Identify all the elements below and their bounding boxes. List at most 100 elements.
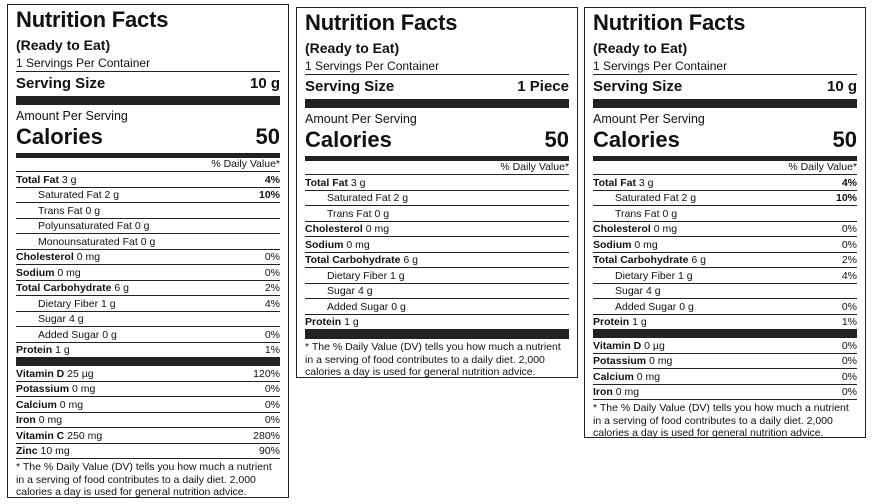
nutrient-name: Dietary Fiber: [38, 297, 99, 310]
nutrient-percent: 0%: [264, 398, 280, 411]
nutrient-name: Trans Fat: [38, 204, 83, 217]
nutrition-label-2: Nutrition Facts (Ready to Eat) 1 Serving…: [296, 7, 578, 378]
nutrient-amount: 250 mg: [67, 429, 103, 442]
nutrient-name: Sugar: [38, 313, 67, 325]
nutrient-amount: 3 g: [61, 173, 77, 186]
nutrient-name: Polyunsaturated Fat: [38, 220, 132, 232]
nutrient-row: Protein 1 g 1%: [593, 315, 857, 330]
nutrient-amount: 2 g: [681, 192, 697, 204]
vitamin-row: Vitamin D 0 µg 0%: [593, 338, 857, 354]
nutrient-name: Protein: [16, 344, 53, 356]
serving-size-label: Serving Size: [16, 75, 106, 92]
nutrient-amount: 0 g: [391, 300, 406, 313]
nutrient-row: Total Carbohydrate 6 g: [305, 253, 569, 268]
nutrient-amount: 0 g: [662, 207, 678, 220]
nutrient-amount: 0 mg: [57, 266, 81, 279]
amount-per-serving: Amount Per Serving: [593, 112, 705, 126]
nutrient-amount: 3 g: [350, 176, 366, 189]
nutrient-row: Sugar 4 g: [16, 312, 280, 327]
nutrient-name: Total Fat: [305, 176, 348, 189]
nutrient-row: Trans Fat 0 g: [305, 206, 569, 222]
serving-size-value: 10 g: [826, 78, 857, 95]
nutrient-name: Iron: [16, 414, 36, 426]
nutrient-row: Dietary Fiber 1 g 4%: [593, 268, 857, 284]
amount-per-serving: Amount Per Serving: [305, 112, 417, 126]
nutrient-row: Sodium 0 mg: [305, 237, 569, 253]
nutrient-amount: 0 mg: [76, 251, 101, 263]
nutrient-name: Total Fat: [593, 176, 636, 189]
thick-divider: [305, 329, 569, 338]
calories-row: Calories 50: [305, 127, 569, 161]
nutrient-name: Iron: [593, 386, 613, 398]
thick-divider: [16, 96, 280, 105]
nutrient-percent: 0%: [841, 223, 857, 235]
thick-divider: [16, 357, 280, 366]
nutrient-name: Protein: [593, 316, 630, 328]
nutrient-percent: 2%: [264, 282, 280, 294]
nutrient-amount: 0 mg: [72, 383, 96, 395]
nutrient-row: Trans Fat 0 g: [593, 206, 857, 222]
nutrient-amount: 3 g: [638, 176, 654, 189]
nutrition-label-1: Nutrition Facts (Ready to Eat) 1 Serving…: [7, 4, 289, 498]
nutrient-row: Sugar 4 g: [593, 284, 857, 299]
nutrient-amount: 0 mg: [346, 238, 370, 251]
nutrient-amount: 1 g: [55, 344, 70, 356]
nutrient-amount: 0 mg: [615, 386, 640, 398]
nutrient-name: Total Fat: [16, 173, 59, 186]
nutrient-row: Cholesterol 0 mg 0%: [593, 222, 857, 237]
nutrient-name: Protein: [305, 316, 342, 328]
nutrient-row: Trans Fat 0 g: [16, 203, 280, 219]
nutrient-percent: 0%: [264, 383, 280, 395]
nutrient-name: Dietary Fiber: [327, 269, 388, 282]
nutrient-name: Vitamin D: [16, 367, 65, 380]
nutrient-amount: 0 g: [85, 204, 101, 217]
label-subtitle: (Ready to Eat): [305, 40, 400, 56]
nutrient-row: Total Fat 3 g: [305, 175, 569, 191]
nutrient-amount: 1 g: [344, 316, 359, 328]
vitamin-row: Potassium 0 mg 0%: [16, 382, 280, 397]
serving-size-row: Serving Size 10 g: [593, 78, 857, 99]
nutrient-row: Cholesterol 0 mg 0%: [16, 250, 280, 265]
nutrient-name: Sodium: [593, 238, 632, 251]
nutrient-percent: 0%: [841, 386, 857, 398]
nutrient-amount: 4 g: [645, 285, 661, 297]
nutrient-amount: 0 g: [374, 207, 390, 220]
nutrient-name: Total Carbohydrate: [305, 254, 401, 266]
nutrient-name: Cholesterol: [16, 251, 74, 263]
vitamin-row: Calcium 0 mg 0%: [593, 369, 857, 385]
nutrient-percent: 4%: [264, 173, 280, 186]
nutrient-name: Dietary Fiber: [615, 269, 676, 282]
nutrient-amount: 2 g: [393, 192, 409, 204]
nutrient-name: Vitamin D: [593, 339, 642, 352]
nutrient-amount: 0 mg: [636, 370, 661, 383]
vitamin-row: Iron 0 mg 0%: [16, 413, 280, 428]
nutrient-amount: 0 mg: [653, 223, 678, 235]
label-subtitle: (Ready to Eat): [16, 37, 111, 53]
nutrient-row: Polyunsaturated Fat 0 g: [16, 219, 280, 234]
nutrient-row: Monounsaturated Fat 0 g: [16, 234, 280, 250]
nutrient-amount: 6 g: [114, 282, 130, 294]
nutrient-row: Sodium 0 mg 0%: [593, 237, 857, 253]
thick-divider: [593, 99, 857, 108]
nutrient-percent: 4%: [841, 269, 857, 282]
nutrient-row: Cholesterol 0 mg: [305, 222, 569, 237]
nutrient-percent: 4%: [264, 297, 280, 310]
nutrient-percent: 0%: [841, 355, 857, 367]
serving-size-value: 10 g: [249, 75, 280, 92]
nutrient-row: Saturated Fat 2 g 10%: [593, 191, 857, 206]
nutrient-name: Sodium: [305, 238, 344, 251]
amount-per-serving: Amount Per Serving: [16, 109, 128, 123]
calories-value: 50: [255, 124, 280, 149]
serving-size-value: 1 Piece: [517, 78, 569, 95]
nutrient-percent: 0%: [841, 339, 857, 352]
serving-size-row: Serving Size 10 g: [16, 75, 280, 96]
serving-size-label: Serving Size: [593, 78, 683, 95]
nutrient-amount: 0 mg: [365, 223, 390, 235]
nutrient-name: Cholesterol: [305, 223, 363, 235]
nutrient-row: Added Sugar 0 g 0%: [16, 327, 280, 343]
nutrient-row: Added Sugar 0 g 0%: [593, 299, 857, 315]
nutrient-name: Saturated Fat: [327, 192, 391, 204]
thick-divider: [305, 99, 569, 108]
serving-size-label: Serving Size: [305, 78, 395, 95]
calories-label: Calories: [16, 124, 103, 149]
